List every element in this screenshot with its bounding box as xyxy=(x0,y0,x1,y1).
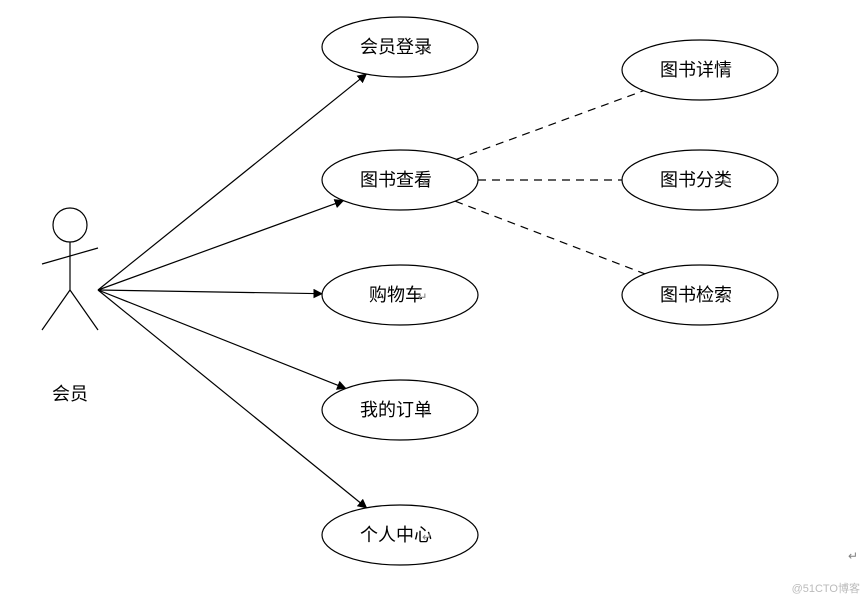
usecase-detail: 图书详情↵ xyxy=(622,40,778,100)
line-break-glyph: ↵ xyxy=(848,549,858,563)
line-break-glyph: ↵ xyxy=(422,42,432,56)
line-break-glyph: ↵ xyxy=(722,290,732,304)
usecase-login: 会员登录↵ xyxy=(322,17,478,77)
association-browse-search xyxy=(455,201,645,274)
usecase-cart: 购物车↵ xyxy=(322,265,478,325)
association-actor-orders xyxy=(98,290,346,388)
usecase-category: 图书分类↵ xyxy=(622,150,778,210)
line-break-glyph: ↵ xyxy=(422,175,432,189)
association-actor-browse xyxy=(98,201,343,290)
usecase-browse: 图书查看↵ xyxy=(322,150,478,210)
line-break-glyph: ↵ xyxy=(418,290,428,304)
actor-member: 会员 xyxy=(42,208,98,404)
line-break-glyph: ↵ xyxy=(422,530,432,544)
actor-label: 会员 xyxy=(52,384,88,404)
association-actor-cart xyxy=(98,290,322,294)
use-case-diagram: 会员会员登录↵图书查看↵购物车↵我的订单↵个人中心↵图书详情↵图书分类↵图书检索… xyxy=(0,0,866,602)
usecase-search: 图书检索↵ xyxy=(622,265,778,325)
usecase-profile: 个人中心↵ xyxy=(322,505,478,565)
usecase-orders: 我的订单↵ xyxy=(322,380,478,440)
line-break-glyph: ↵ xyxy=(722,65,732,79)
association-actor-profile xyxy=(98,290,367,508)
line-break-glyph: ↵ xyxy=(722,175,732,189)
usecase-label-cart: 购物车 xyxy=(369,285,423,305)
line-break-glyph: ↵ xyxy=(422,405,432,419)
association-browse-detail xyxy=(456,91,643,160)
